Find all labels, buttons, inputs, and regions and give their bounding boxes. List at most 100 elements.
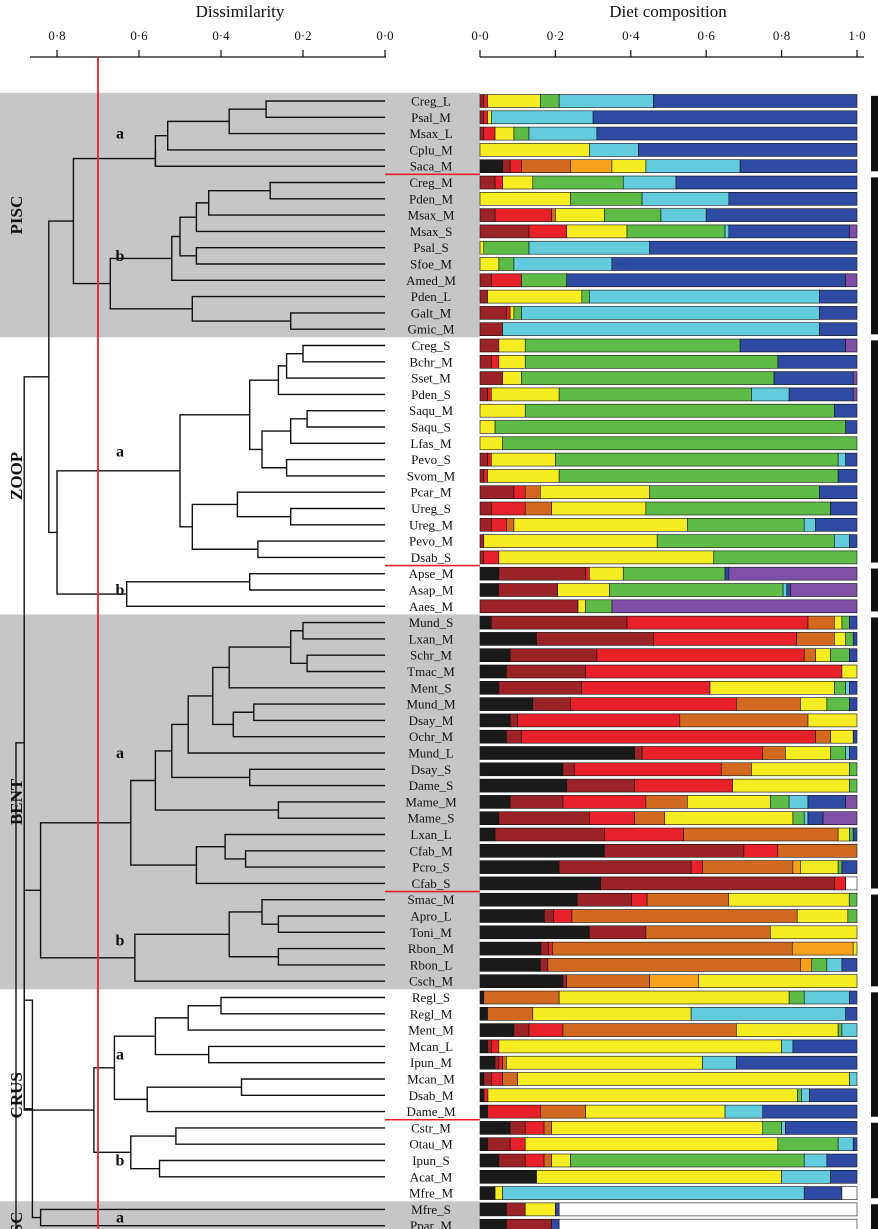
diet-bar-segment (592, 110, 858, 125)
species-label: Toni_M (410, 925, 452, 940)
diet-bar-segment (479, 175, 496, 190)
diet-bar-segment (479, 289, 488, 304)
species-label: Smac_M (408, 892, 455, 907)
diet-bar-segment (585, 1104, 726, 1119)
diet-bar-segment (769, 925, 858, 940)
diet-bar-segment (547, 958, 801, 972)
diet-bar-segment (803, 1153, 828, 1168)
diet-bar-segment (524, 338, 741, 353)
diet-bar-segment (479, 485, 515, 500)
species-label: Dsay_M (409, 713, 454, 728)
diet-bar-segment (483, 1072, 492, 1086)
diet-bar-segment (702, 1055, 737, 1070)
species-label: Pden_S (411, 387, 451, 402)
diet-bar-segment (852, 1137, 858, 1151)
diet-bar-segment (646, 892, 730, 907)
diet-bar-segment (807, 811, 824, 826)
diet-tick-label: 1·0 (848, 28, 865, 43)
diet-bar-segment (728, 224, 850, 239)
diet-bar-segment (653, 632, 797, 646)
diet-bar-segment (491, 615, 628, 630)
subgroup-bracket (871, 95, 878, 172)
diet-bar-segment (491, 1072, 503, 1086)
diet-bar-segment (551, 1121, 764, 1135)
diet-bar-segment (626, 224, 726, 239)
group-label-crus: CRUS (7, 1072, 26, 1118)
diet-bar-segment (528, 126, 598, 141)
diet-bar-segment (762, 746, 786, 760)
diet-bar-segment (528, 240, 650, 255)
diet-bar-segment (494, 420, 846, 434)
diet-bar-segment (724, 224, 730, 239)
species-label: Psal_S (413, 240, 448, 255)
diet-bar-segment (502, 322, 820, 337)
diet-bar-segment (849, 778, 858, 793)
diet-bar-segment (521, 273, 568, 288)
species-label: Dame_M (406, 1104, 456, 1119)
subgroup-label: b (116, 1153, 125, 1170)
diet-bar-segment (645, 925, 771, 940)
diet-bar-segment (479, 1023, 515, 1037)
diet-bar-segment (553, 909, 573, 923)
diet-bar-segment (566, 974, 650, 989)
diet-bar-segment (487, 1039, 492, 1054)
diet-bar-segment (687, 795, 771, 809)
diet-bar-segment (562, 1023, 737, 1037)
diet-bar-segment (502, 1186, 805, 1200)
diet-bar-segment (487, 1104, 541, 1119)
diet-bar-segment (777, 1137, 839, 1151)
diet-bar-segment (634, 746, 643, 760)
species-label: Mame_S (408, 811, 455, 826)
diet-bar-segment (782, 583, 788, 597)
diet-bar-segment (479, 925, 590, 940)
diet-bar-segment (732, 778, 850, 793)
diet-bar-segment (479, 306, 507, 320)
subgroup-bracket (871, 177, 878, 335)
group-labels: PISCZOOPBENTCRUSMISCababababab (7, 95, 878, 1229)
species-label: Msax_M (408, 208, 455, 223)
diet-bar-segment (532, 175, 624, 190)
species-label: Ipun_M (410, 1055, 452, 1070)
diet-bar-segment (479, 1104, 488, 1119)
diet-bar-segment (852, 632, 858, 646)
diet-bar-segment (479, 1218, 507, 1229)
diet-bar-segment (641, 192, 730, 206)
diet-bar-segment (491, 354, 500, 369)
dendrogram-link (187, 1004, 385, 1031)
species-label: Ppar_M (410, 1218, 452, 1229)
diet-bar-segment (585, 664, 843, 679)
diet-bar-segment (551, 1153, 571, 1168)
diet-bar-segment (491, 501, 526, 516)
diet-bar-segment (498, 338, 526, 353)
diet-bar-segment (845, 273, 858, 288)
species-label: Saqu_S (411, 420, 451, 435)
subgroup-label: a (116, 443, 124, 460)
diet-bar-segment (589, 811, 635, 826)
diet-bar-segment (540, 94, 560, 108)
diet-bar-segment (513, 485, 526, 500)
diet-bar-segment (521, 159, 571, 173)
diet-bar-segment (845, 1006, 858, 1021)
diet-bar-segment (834, 615, 843, 630)
diet-tick-label: 0·2 (547, 28, 564, 43)
diet-bar-segment (826, 958, 843, 972)
species-label: Ment_S (410, 680, 451, 695)
diet-bar-segment (600, 876, 835, 891)
diet-bar-segment (479, 224, 530, 239)
dendrogram-link (191, 503, 258, 550)
diet-bar-segment (830, 746, 846, 760)
diet-bar-segment (849, 648, 858, 663)
species-label: Lxan_L (410, 827, 451, 842)
dendrogram (15, 100, 385, 1229)
diet-bar-segment (845, 420, 858, 434)
diet-bar-segment (479, 762, 564, 777)
species-label: Ment_M (408, 1023, 454, 1038)
diet-bar-segment (555, 208, 605, 222)
diet-bar-segment (728, 192, 858, 206)
diet-bar-segment (786, 583, 791, 597)
diet-bar-segment (483, 534, 658, 548)
diet-bar-segment (513, 257, 613, 271)
diet-bar-segment (479, 1202, 507, 1217)
diet-bar-segment (796, 632, 835, 646)
diet-bar-segment (494, 208, 552, 222)
